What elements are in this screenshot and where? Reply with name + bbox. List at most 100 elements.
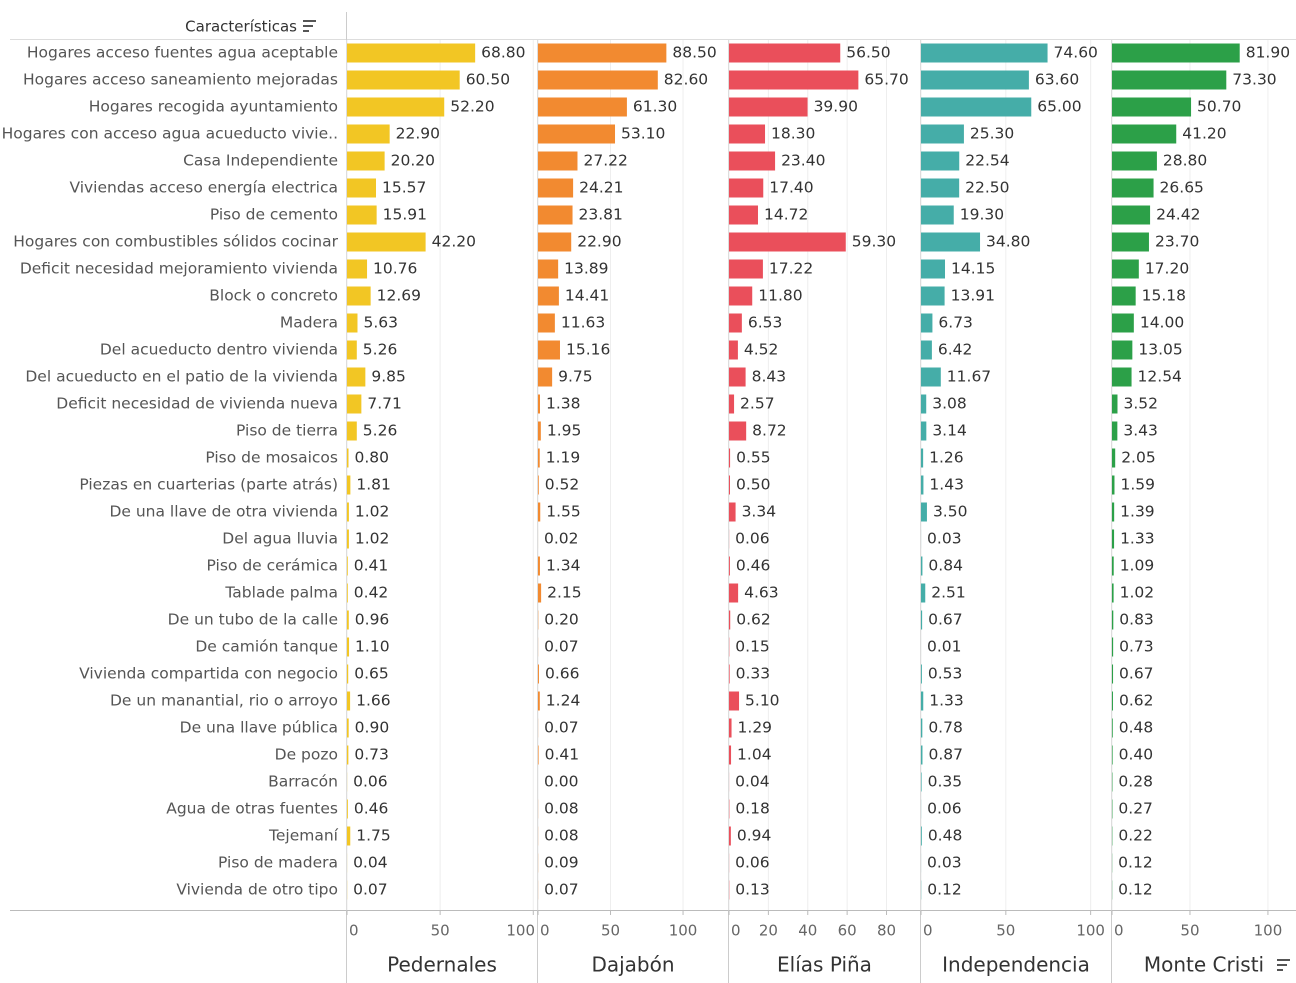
- panel-title: Dajabón: [591, 953, 674, 977]
- value-label: 0.07: [544, 881, 579, 899]
- value-label: 22.90: [577, 233, 621, 251]
- value-label: 0.41: [545, 746, 580, 764]
- bar: [347, 340, 357, 360]
- bar: [729, 70, 859, 90]
- value-label: 15.18: [1142, 287, 1186, 305]
- x-tick-label: 0: [349, 922, 359, 940]
- row-label: Agua de otras fuentes: [166, 800, 338, 818]
- bar: [921, 826, 922, 846]
- bar: [921, 178, 960, 198]
- value-label: 0.87: [928, 746, 963, 764]
- value-label: 53.10: [621, 125, 665, 143]
- row-label: Del acueducto en el patio de la vivienda: [25, 368, 338, 386]
- sort-icon[interactable]: [1277, 959, 1290, 971]
- row-label: Del agua lluvia: [222, 530, 338, 548]
- value-label: 14.15: [951, 260, 995, 278]
- value-label: 1.34: [546, 557, 581, 575]
- value-label: 1.02: [1120, 584, 1155, 602]
- bar: [538, 583, 542, 603]
- bar: [1112, 448, 1116, 468]
- value-label: 0.18: [735, 800, 770, 818]
- value-label: 0.02: [544, 530, 579, 548]
- bar: [538, 421, 541, 441]
- bar: [729, 448, 731, 468]
- value-label: 0.73: [1119, 638, 1154, 656]
- value-label: 1.33: [1120, 530, 1155, 548]
- bar: [538, 232, 572, 252]
- x-tick-label: 0: [1114, 922, 1124, 940]
- bar: [538, 70, 658, 90]
- bar: [729, 475, 730, 495]
- sort-icon[interactable]: [303, 20, 316, 32]
- bar: [347, 583, 348, 603]
- value-label: 3.34: [742, 503, 777, 521]
- bar: [1112, 583, 1114, 603]
- bar: [538, 691, 540, 711]
- bar: [729, 826, 731, 846]
- bar: [729, 691, 740, 711]
- x-tick-label: 0: [923, 922, 933, 940]
- value-label: 0.13: [735, 881, 770, 899]
- bar: [1112, 691, 1113, 711]
- bar: [347, 691, 351, 711]
- bar: [1112, 637, 1114, 657]
- bar: [729, 232, 846, 252]
- bar: [921, 124, 964, 144]
- value-label: 0.07: [353, 881, 388, 899]
- value-label: 0.33: [736, 665, 771, 683]
- value-label: 74.60: [1054, 44, 1098, 62]
- x-tick-label: 50: [601, 922, 620, 940]
- value-label: 1.59: [1120, 476, 1155, 494]
- bar: [921, 718, 923, 738]
- value-label: 9.75: [558, 368, 593, 386]
- x-tick-label: 50: [431, 922, 450, 940]
- bar: [921, 772, 922, 792]
- row-label: Hogares recogida ayuntamiento: [89, 98, 338, 116]
- bar: [538, 367, 553, 387]
- value-label: 5.10: [745, 692, 780, 710]
- bar: [347, 718, 349, 738]
- bar: [921, 556, 923, 576]
- x-tick-label: 0: [540, 922, 550, 940]
- row-label: De una llave pública: [180, 719, 338, 737]
- value-label: 25.30: [970, 125, 1014, 143]
- value-label: 1.38: [546, 395, 581, 413]
- bar: [1112, 124, 1177, 144]
- value-label: 0.03: [927, 854, 962, 872]
- value-label: 1.04: [737, 746, 772, 764]
- value-label: 12.54: [1138, 368, 1182, 386]
- bar: [1112, 151, 1157, 171]
- bar: [1112, 718, 1113, 738]
- row-label: De una llave de otra vivienda: [109, 503, 338, 521]
- value-label: 1.55: [546, 503, 581, 521]
- row-label: Piso de mosaicos: [205, 449, 338, 467]
- bar: [347, 799, 348, 819]
- bar: [347, 502, 349, 522]
- value-label: 1.39: [1120, 503, 1155, 521]
- value-label: 15.91: [383, 206, 427, 224]
- bar: [729, 583, 739, 603]
- bar: [538, 394, 541, 414]
- bar: [538, 502, 541, 522]
- bar: [729, 610, 731, 630]
- value-label: 0.62: [736, 611, 771, 629]
- bar: [347, 205, 377, 225]
- value-label: 0.27: [1118, 800, 1153, 818]
- row-label: Piezas en cuarterias (parte atrás): [79, 476, 338, 494]
- value-label: 0.07: [544, 638, 579, 656]
- value-label: 0.48: [1119, 719, 1154, 737]
- value-label: 12.69: [377, 287, 421, 305]
- value-label: 0.46: [736, 557, 771, 575]
- row-label: Viviendas acceso energía electrica: [69, 179, 338, 197]
- row-label: Piso de cemento: [210, 206, 338, 224]
- value-label: 0.06: [353, 773, 388, 791]
- value-label: 0.94: [737, 827, 772, 845]
- value-label: 26.65: [1160, 179, 1204, 197]
- row-label: De pozo: [275, 746, 338, 764]
- bar: [347, 529, 349, 549]
- bar: [1112, 259, 1139, 279]
- x-tick-label: 100: [1254, 922, 1283, 940]
- row-label: Madera: [280, 314, 338, 332]
- value-label: 4.52: [744, 341, 779, 359]
